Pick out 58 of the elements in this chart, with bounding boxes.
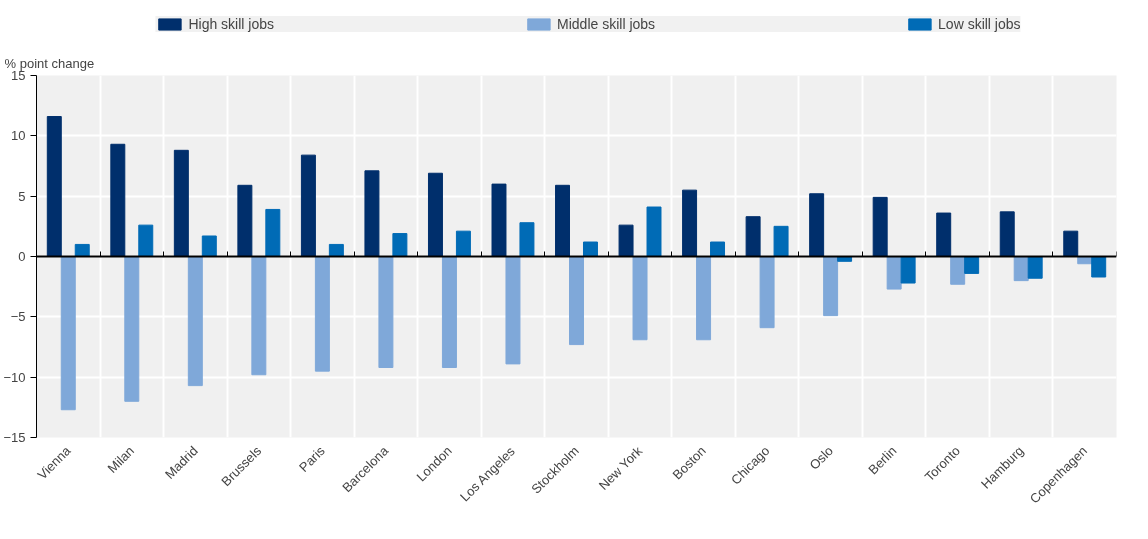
bar [646,206,662,257]
bar [696,256,712,341]
legend-label: Middle skill jobs [557,16,656,32]
bar [632,256,648,341]
bar [124,256,140,402]
bar [964,256,980,274]
legend-label: High skill jobs [188,16,275,32]
bar [173,149,189,257]
y-tick-label: 10 [11,128,26,144]
y-tick-label: −15 [3,430,26,445]
bar [300,154,316,257]
bar [427,172,443,257]
y-tick-label: −10 [3,369,26,385]
bar [555,184,571,257]
bar [1063,230,1079,257]
bar [809,193,825,257]
bar [110,143,126,257]
bar [138,224,154,257]
x-tick-label: Oslo [806,443,836,473]
bar [710,241,726,257]
bar [519,222,535,257]
bar [328,243,344,257]
bar [441,256,457,369]
bar [823,256,839,317]
bar [364,170,380,257]
bar [251,256,267,376]
legend-label: Low skill jobs [938,16,1021,32]
bar [378,256,394,369]
bar [314,256,330,372]
bar [265,208,281,257]
bar [999,211,1015,257]
bar [745,216,761,257]
bar [455,230,471,257]
bar [505,256,521,365]
bar [900,256,916,284]
bar [950,256,966,285]
y-tick-label: 0 [18,249,26,264]
bar [582,241,598,257]
bar [74,243,90,257]
bar [569,256,584,346]
bar [1091,256,1107,278]
bar [682,189,698,257]
bar [872,196,888,257]
bar [46,116,62,257]
bar [1027,256,1043,279]
y-tick-label: 5 [18,188,26,204]
bar [392,233,408,257]
y-tick-label: −5 [10,309,26,325]
bar [618,224,634,257]
bar [759,256,775,329]
bar [773,225,789,257]
bar [936,212,952,257]
bar [60,256,76,411]
bar [187,256,203,387]
y-axis-title: % point change [4,55,95,71]
bar [201,235,217,257]
bar [491,183,507,257]
bar [237,184,253,257]
